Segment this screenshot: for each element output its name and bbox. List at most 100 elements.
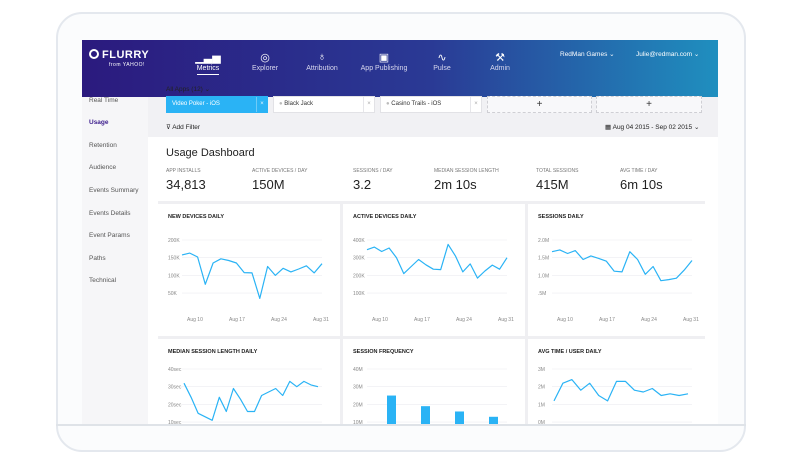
add-filter-button[interactable]: ⊽ Add Filter (166, 123, 200, 131)
stat-label: Sessions / Day (353, 168, 393, 174)
app-chip-video-poker[interactable]: Video Poker - iOS × (166, 96, 268, 113)
x-tick-label: Aug 31 (683, 317, 699, 323)
nav-explorer[interactable]: ◎ Explorer (230, 51, 300, 72)
date-range-label: Aug 04 2015 - Sep 02 2015 (612, 124, 693, 131)
x-tick-label: Aug 31 (498, 317, 514, 323)
y-tick-label: 30M (353, 385, 363, 391)
sidebar-item-events-details[interactable]: Events Details (89, 210, 131, 217)
y-tick-label: 20M (353, 402, 363, 408)
stat-value: 34,813 (166, 177, 206, 192)
bar (421, 406, 430, 425)
nav-metrics[interactable]: ▁▃▅ Metrics (173, 51, 243, 75)
x-tick-label: Aug 10 (372, 317, 388, 323)
add-app-button[interactable]: + (596, 96, 702, 113)
bar-chart-icon: ▁▃▅ (195, 52, 221, 64)
y-tick-label: 1M (538, 402, 545, 408)
y-tick-label: 40sec (168, 367, 182, 373)
user-email: Julie@redman.com (636, 51, 693, 58)
app-screen: FLURRY from YAHOO! ▁▃▅ Metrics ◎ Explorer ♁… (82, 40, 718, 425)
nav-attribution[interactable]: ♁ Attribution (287, 51, 357, 72)
y-tick-label: 50K (168, 291, 178, 297)
stat-value: 150M (252, 177, 285, 192)
sidebar-item-usage[interactable]: Usage (89, 119, 109, 126)
sidebar-item-event-params[interactable]: Event Params (89, 232, 130, 239)
close-icon[interactable]: × (470, 97, 481, 112)
all-apps-dropdown[interactable]: All Apps (12) ⌄ (166, 85, 210, 93)
x-tick-label: Aug 10 (557, 317, 573, 323)
x-tick-label: Aug 10 (187, 317, 203, 323)
sidebar-item-retention[interactable]: Retention (89, 142, 117, 149)
y-tick-label: 1.0M (538, 273, 549, 279)
chart-svg: 40sec 30sec 20sec 10sec (168, 367, 322, 425)
nav-label: App Publishing (360, 65, 408, 72)
stat-median-session-length: Median Session Length 2m 10s (434, 168, 499, 192)
sidebar-item-real-time[interactable]: Real Time (89, 97, 119, 104)
sidebar-item-events-summary[interactable]: Events Summary (89, 187, 139, 194)
chevron-down-icon: ⌄ (609, 51, 615, 58)
x-tick-label: Aug 24 (271, 317, 287, 323)
y-tick-label: .5M (538, 291, 546, 297)
app-chip-label: Casino Trails - iOS (391, 101, 442, 107)
nav-label: Admin (490, 65, 510, 72)
y-tick-label: 400K (353, 238, 365, 244)
nav-app-publishing[interactable]: ▣ App Publishing (349, 51, 419, 72)
chart-title: SESSIONS DAILY (538, 214, 584, 220)
nav-label: Attribution (306, 65, 338, 72)
chart-title: MEDIAN SESSION LENGTH DAILY (168, 349, 258, 355)
app-chip-casino-trails[interactable]: ● Casino Trails - iOS × (380, 96, 482, 113)
close-icon[interactable]: × (363, 97, 374, 112)
y-tick-label: 3M (538, 367, 545, 373)
app-chip-black-jack[interactable]: ● Black Jack × (273, 96, 375, 113)
top-nav: FLURRY from YAHOO! ▁▃▅ Metrics ◎ Explorer ♁… (82, 40, 718, 97)
stat-label: Active Devices / Day (252, 168, 308, 174)
date-range-picker[interactable]: ▦ Aug 04 2015 - Sep 02 2015 ⌄ (605, 123, 699, 131)
y-tick-label: 200K (353, 273, 365, 279)
flurry-logo[interactable]: FLURRY from YAHOO! (89, 49, 150, 68)
stat-value: 2m 10s (434, 177, 477, 192)
nav-label: Explorer (251, 65, 279, 72)
stat-value: 6m 10s (620, 177, 663, 192)
chevron-down-icon: ⌄ (693, 124, 700, 131)
y-tick-label: 200K (168, 238, 180, 244)
publish-icon: ▣ (378, 52, 390, 64)
chart-svg: 2.0M 1.5M 1.0M .5M Aug 10 Aug 17 Aug 24 Aug 31 (538, 238, 699, 323)
stat-app-installs: App Installs 34,813 (166, 168, 206, 192)
user-dropdown[interactable]: Julie@redman.com ⌄ (636, 50, 699, 58)
award-icon: ♁ (317, 51, 327, 63)
stat-value: 3.2 (353, 177, 372, 192)
chart-title: NEW DEVICES DAILY (168, 214, 225, 220)
sidebar-item-paths[interactable]: Paths (89, 255, 106, 262)
company-dropdown[interactable]: RedMan Games ⌄ (560, 50, 615, 58)
stat-avg-time: Avg Time / Day 6m 10s (620, 168, 663, 192)
logo-text: FLURRY (102, 49, 150, 61)
y-tick-label: 30sec (168, 385, 182, 391)
app-chip-label: Black Jack (284, 101, 313, 107)
y-tick-label: 100K (168, 273, 180, 279)
bar (455, 411, 464, 425)
company-name: RedMan Games (560, 51, 608, 58)
divider (525, 204, 528, 425)
chart-card: AVG TIME / USER DAILY 3M 2M 1M 0M (528, 339, 710, 425)
nav-pulse[interactable]: ∿ Pulse (407, 51, 477, 72)
sidebar: Real Time Usage Retention Audience Event… (82, 97, 148, 425)
add-app-button[interactable]: + (487, 96, 592, 113)
divider (340, 204, 343, 425)
add-filter-label: Add Filter (172, 124, 201, 131)
y-tick-label: 300K (353, 256, 365, 262)
y-tick-label: 0M (538, 420, 545, 425)
stat-sessions-per-day: Sessions / Day 3.2 (353, 168, 393, 192)
chart-card: SESSION FREQUENCY 40M 30M 20M 10M (343, 339, 525, 425)
nav-admin[interactable]: ⚒ Admin (465, 51, 535, 72)
series-line (551, 249, 693, 282)
divider (158, 336, 705, 339)
filter-icon: ⊽ (166, 124, 171, 131)
stat-total-sessions: Total Sessions 415M (536, 168, 578, 192)
close-icon[interactable]: × (256, 97, 267, 112)
y-tick-label: 20sec (168, 402, 182, 408)
calendar-icon: ▦ (605, 124, 612, 131)
page-title: Usage Dashboard (166, 147, 255, 159)
y-tick-label: 10sec (168, 420, 182, 425)
stat-active-devices: Active Devices / Day 150M (252, 168, 307, 192)
sidebar-item-audience[interactable]: Audience (89, 164, 117, 171)
sidebar-item-technical[interactable]: Technical (89, 277, 117, 284)
